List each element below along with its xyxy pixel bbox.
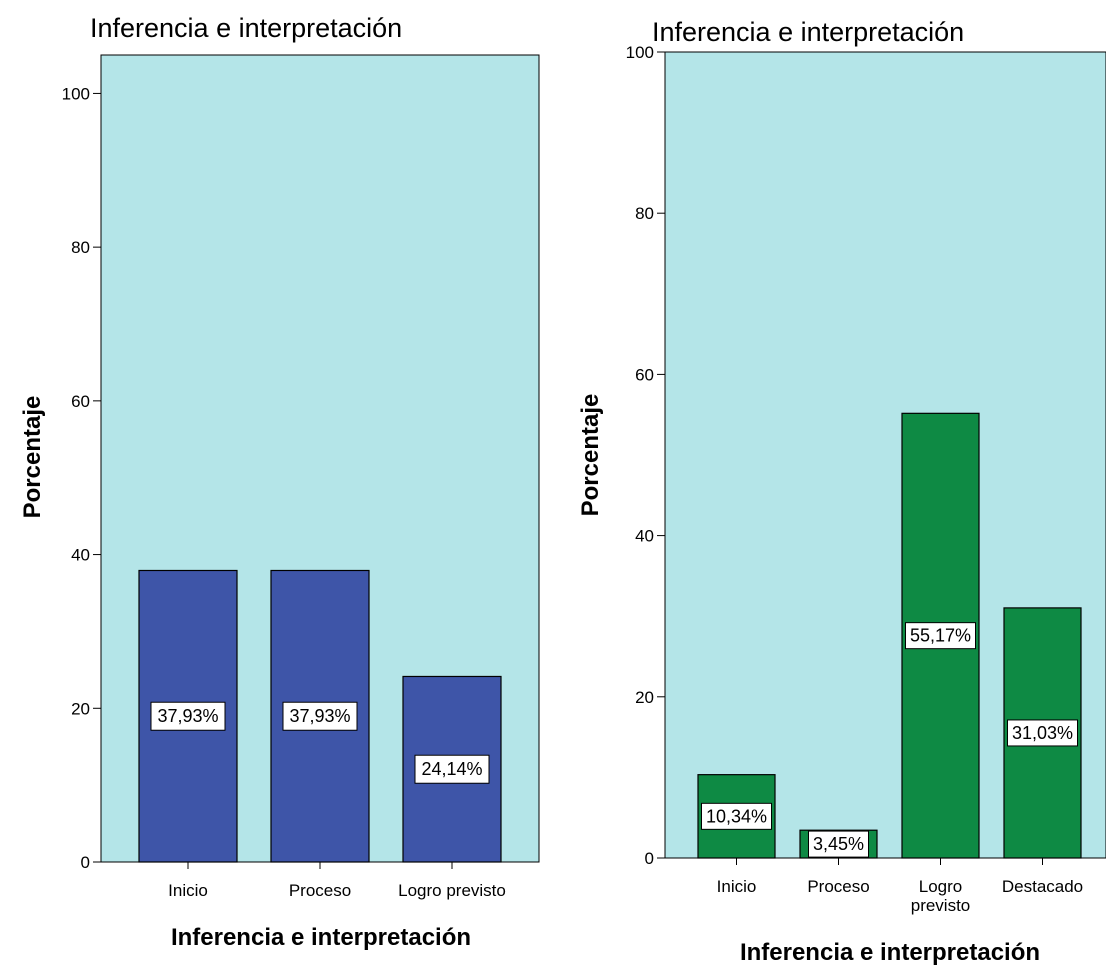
y-tick-label: 0 xyxy=(81,853,90,872)
chart-right-bars: 10,34% 3,45% 55,17% 31,03% xyxy=(697,412,1082,859)
data-label-box xyxy=(414,754,490,784)
category-label: Proceso xyxy=(289,881,351,900)
chart-left-title: Inferencia e interpretación xyxy=(90,13,402,43)
chart-right-title: Inferencia e interpretación xyxy=(652,17,964,47)
data-label-box xyxy=(150,701,226,731)
data-label: 31,03% xyxy=(1012,723,1073,743)
y-tick-label: 40 xyxy=(71,546,90,565)
category-label: Logro previsto xyxy=(398,881,506,900)
y-tick-label: 0 xyxy=(645,849,654,868)
category-label: Proceso xyxy=(807,877,869,896)
y-tick-label: 100 xyxy=(626,43,654,62)
data-label: 24,14% xyxy=(421,759,482,779)
y-tick-label: 60 xyxy=(71,392,90,411)
chart-right: Inferencia e interpretación Porcentaje I… xyxy=(577,17,1106,966)
chart-right-category-labels: Inicio Proceso Logro previsto Destacado xyxy=(717,858,1083,915)
y-tick-label: 20 xyxy=(71,699,90,718)
chart-left-y-axis-title: Porcentaje xyxy=(19,396,46,519)
data-label-box xyxy=(282,701,358,731)
chart-right-x-axis-title: Inferencia e interpretación xyxy=(740,939,1040,966)
chart-left-y-ticks: 0 20 40 60 80 100 xyxy=(62,84,101,872)
data-label: 3,45% xyxy=(813,834,864,854)
category-label: Logro previsto xyxy=(911,877,971,915)
data-label-box xyxy=(1007,719,1078,747)
data-label: 37,93% xyxy=(289,706,350,726)
chart-right-y-axis-title: Porcentaje xyxy=(577,394,604,517)
data-label: 55,17% xyxy=(910,626,971,646)
data-label-box xyxy=(808,830,869,858)
data-label: 37,93% xyxy=(157,706,218,726)
y-tick-label: 100 xyxy=(62,84,90,103)
y-tick-label: 20 xyxy=(635,688,654,707)
category-label: Inicio xyxy=(717,877,757,896)
chart-left: Inferencia e interpretación Porcentaje I… xyxy=(19,13,540,951)
y-tick-label: 40 xyxy=(635,527,654,546)
y-tick-label: 60 xyxy=(635,365,654,384)
chart-right-y-ticks: 0 20 40 60 80 100 xyxy=(626,43,665,868)
chart-left-category-labels: Inicio Proceso Logro previsto xyxy=(168,862,506,900)
data-label-box xyxy=(905,622,976,650)
data-label: 10,34% xyxy=(706,806,767,826)
category-label: Destacado xyxy=(1002,877,1083,896)
data-label-box xyxy=(701,802,772,830)
y-tick-label: 80 xyxy=(71,238,90,257)
chart-left-bars: 37,93% 37,93% 24,14% xyxy=(138,569,502,863)
category-label: Inicio xyxy=(168,881,208,900)
chart-left-x-axis-title: Inferencia e interpretación xyxy=(171,924,471,951)
y-tick-label: 80 xyxy=(635,204,654,223)
